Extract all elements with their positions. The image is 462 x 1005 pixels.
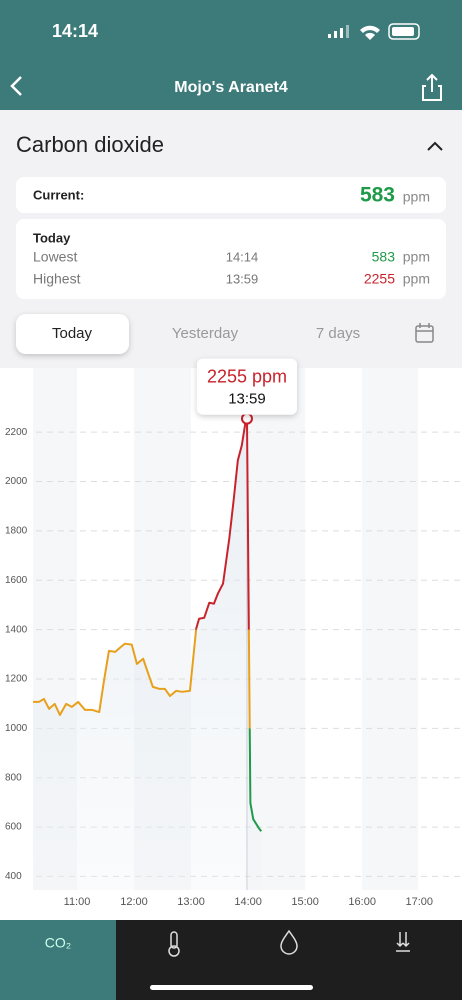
section-title: Carbon dioxide bbox=[16, 132, 164, 157]
current-value: 583 bbox=[360, 184, 395, 207]
x-tick-label: 11:00 bbox=[64, 896, 91, 908]
y-tick-label: 1200 bbox=[5, 674, 28, 685]
y-tick-label: 1400 bbox=[5, 624, 28, 635]
y-tick-label: 1800 bbox=[5, 526, 28, 537]
status-icons bbox=[328, 23, 420, 40]
x-tick-label: 15:00 bbox=[291, 896, 319, 908]
row-value: 583 bbox=[372, 249, 396, 265]
row-unit: ppm bbox=[403, 249, 430, 265]
y-tick-label: 400 bbox=[5, 871, 22, 882]
tab-bar-item[interactable]: CO₂ bbox=[45, 935, 71, 951]
y-tick-label: 600 bbox=[5, 822, 22, 833]
collapse-button[interactable] bbox=[427, 141, 443, 151]
tooltip-time: 13:59 bbox=[228, 391, 266, 408]
x-tick-label: 12:00 bbox=[120, 896, 148, 908]
line bbox=[195, 417, 250, 630]
status-time: 14:14 bbox=[52, 21, 98, 41]
current-card bbox=[16, 177, 446, 213]
header-title: Mojo's Aranet4 bbox=[174, 79, 288, 96]
tab-selected[interactable] bbox=[16, 314, 129, 354]
current-label: Current: bbox=[33, 187, 84, 202]
x-tick-label: 13:00 bbox=[177, 896, 205, 908]
row-label: Highest bbox=[33, 271, 81, 287]
tab[interactable]: Yesterday bbox=[172, 325, 239, 342]
x-tick-label: 16:00 bbox=[348, 896, 376, 908]
y-tick-label: 2000 bbox=[5, 476, 28, 487]
top-bar bbox=[0, 0, 462, 110]
y-tick-label: 1600 bbox=[5, 575, 28, 586]
back-button[interactable] bbox=[10, 76, 22, 96]
tab-bar-icons[interactable] bbox=[168, 929, 410, 957]
tab[interactable]: Today bbox=[52, 325, 93, 342]
tab[interactable]: 7 days bbox=[316, 325, 360, 342]
share-button[interactable] bbox=[422, 73, 442, 101]
line bbox=[33, 629, 251, 729]
home-indicator bbox=[150, 985, 313, 990]
x-tick-label: 14:00 bbox=[234, 896, 262, 908]
row-label: Lowest bbox=[33, 249, 77, 265]
tooltip-point bbox=[240, 412, 253, 425]
y-tick-label: 1000 bbox=[5, 723, 28, 734]
tab-bar-selected[interactable] bbox=[0, 920, 116, 1000]
x-tick-label: 17:00 bbox=[405, 896, 433, 908]
tooltip bbox=[196, 358, 297, 415]
current-unit: ppm bbox=[403, 189, 430, 205]
row-unit: ppm bbox=[403, 271, 430, 287]
row-time: 14:14 bbox=[226, 249, 259, 264]
row-value: 2255 bbox=[364, 271, 395, 287]
today-title: Today bbox=[33, 230, 71, 245]
y-tick-label: 2200 bbox=[5, 427, 28, 438]
y-tick-label: 800 bbox=[5, 772, 22, 783]
tooltip-value: 2255 ppm bbox=[207, 366, 287, 386]
area bbox=[33, 418, 262, 890]
calendar-button[interactable] bbox=[415, 323, 434, 343]
row-time: 13:59 bbox=[226, 271, 259, 286]
today-card bbox=[16, 219, 446, 299]
